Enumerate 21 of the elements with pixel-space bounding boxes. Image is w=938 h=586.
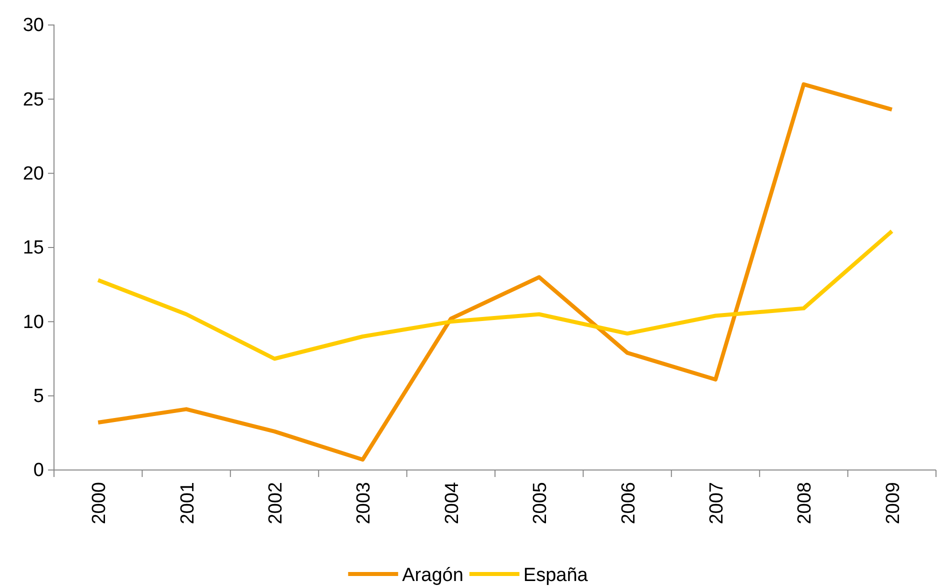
line-series (96, 82, 894, 462)
x-tick-label: 2003 (354, 482, 375, 524)
x-tick-label: 2007 (706, 482, 728, 524)
legend-label: Aragón (402, 565, 464, 586)
y-tick-label: 0 (33, 460, 44, 482)
x-tick-label: 2000 (89, 482, 110, 524)
y-tick-label: 15 (22, 238, 44, 259)
x-tick-label: 2001 (177, 482, 198, 524)
x-tick-label: 2008 (794, 482, 816, 524)
legend-label: España (523, 565, 588, 586)
x-tick-label: 2002 (266, 482, 286, 524)
x-tick-label: 2004 (442, 482, 463, 524)
x-tick-label: 2006 (618, 482, 640, 524)
y-tick-label: 10 (22, 312, 44, 333)
line-series (96, 229, 894, 361)
x-tick-label: 2009 (882, 482, 904, 524)
y-tick-label: 5 (33, 386, 44, 407)
y-tick-label: 25 (22, 89, 44, 110)
y-tick-label: 20 (22, 163, 44, 184)
y-tick-label: 30 (22, 15, 44, 36)
x-tick-label: 2005 (530, 482, 552, 524)
